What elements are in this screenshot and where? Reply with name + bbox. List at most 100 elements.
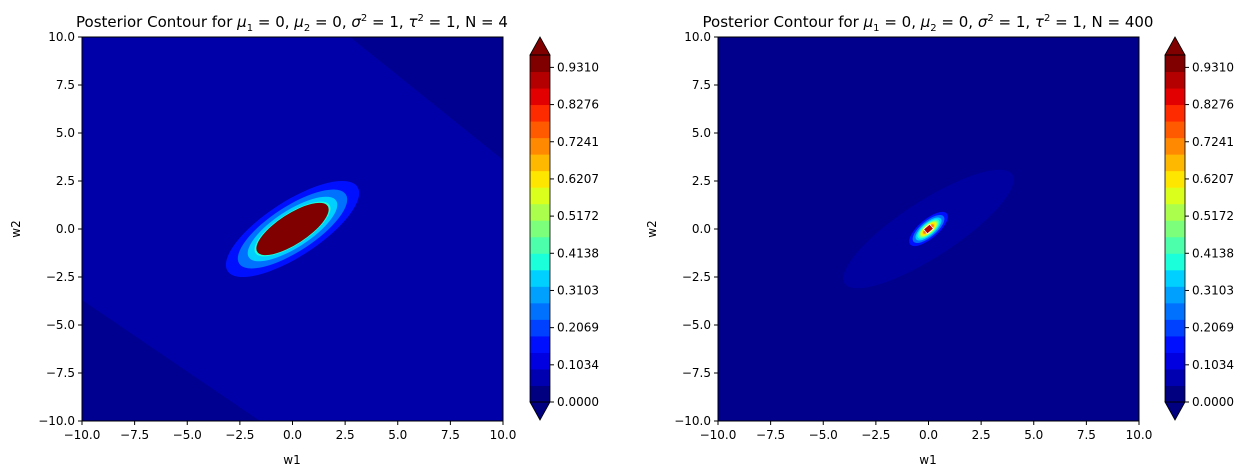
colorbar-band (530, 220, 550, 238)
colorbar-tick-label: 0.9310 (1192, 60, 1234, 74)
colorbar-band (1165, 154, 1185, 172)
colorbar-band (530, 187, 550, 205)
y-tick-label: 0.0 (692, 222, 711, 236)
contour-panel-n4: Posterior Contour for μ1 = 0, μ2 = 0, σ2… (9, 13, 599, 467)
contour-plot-area (718, 37, 1139, 421)
colorbar-tick-label: 0.6207 (557, 172, 599, 186)
colorbar-band (1165, 368, 1185, 386)
colorbar-band (1165, 170, 1185, 188)
y-axis-ticks: −10.0 −7.5 −5.0 −2.5 0.0 2.5 5.0 7.5 10.0 (674, 30, 718, 428)
contour-panel-n400: Posterior Contour for μ1 = 0, μ2 = 0, σ2… (645, 13, 1234, 467)
colorbar-band (530, 170, 550, 188)
x-axis-label: w1 (283, 453, 300, 467)
colorbar-band (530, 352, 550, 370)
colorbar-tick-label: 0.5172 (557, 209, 599, 223)
x-tick-label: −10.0 (64, 428, 101, 442)
colorbar-band (1165, 286, 1185, 304)
y-tick-label: −7.5 (682, 366, 711, 380)
colorbar: 0.0000 0.1034 0.2069 0.3103 0.4138 0.5172 0.62… (1164, 36, 1234, 421)
colorbar-band (530, 71, 550, 89)
x-tick-label: 10.0 (490, 428, 517, 442)
colorbar-band (530, 319, 550, 337)
colorbar-band (1165, 55, 1185, 73)
y-axis-label: w2 (9, 220, 23, 237)
colorbar-tick-label: 0.0000 (557, 395, 599, 409)
contour-peak (256, 202, 329, 256)
colorbar-band (530, 385, 550, 403)
colorbar-band (1165, 236, 1185, 254)
colorbar-extend-top (529, 36, 551, 56)
colorbar-band (1165, 253, 1185, 271)
colorbar-tick-label: 0.3103 (1192, 283, 1234, 297)
y-tick-label: 5.0 (692, 126, 711, 140)
colorbar-band (530, 302, 550, 320)
y-tick-label: 2.5 (692, 174, 711, 188)
colorbar-tick-label: 0.8276 (1192, 98, 1234, 112)
x-tick-label: −5.0 (173, 428, 202, 442)
x-axis-ticks: −10.0 −7.5 −5.0 −2.5 0.0 2.5 5.0 7.5 10.0 (64, 421, 517, 442)
y-tick-label: −5.0 (46, 318, 75, 332)
colorbar-tick-label: 0.4138 (557, 246, 599, 260)
colorbar-band (530, 269, 550, 287)
colorbar-band (1165, 88, 1185, 106)
colorbar-band (530, 335, 550, 353)
colorbar-tick-label: 0.1034 (557, 358, 599, 372)
y-tick-label: 5.0 (56, 126, 75, 140)
colorbar-band (530, 55, 550, 73)
x-tick-label: −7.5 (756, 428, 785, 442)
colorbar-tick-label: 0.4138 (1192, 246, 1234, 260)
contour-region-darker-top-right (350, 37, 503, 160)
colorbar-extend-bottom (529, 401, 551, 421)
colorbar-band (1165, 203, 1185, 221)
colorbar-extend-top (1164, 36, 1186, 56)
x-tick-label: 2.5 (972, 428, 991, 442)
y-tick-label: 7.5 (56, 78, 75, 92)
x-tick-label: 0.0 (283, 428, 302, 442)
colorbar-band (1165, 121, 1185, 139)
colorbar-band (530, 236, 550, 254)
colorbar-band (1165, 335, 1185, 353)
colorbar-tick-label: 0.8276 (557, 98, 599, 112)
colorbar-band (530, 253, 550, 271)
colorbar-band (530, 368, 550, 386)
y-tick-label: −2.5 (682, 270, 711, 284)
x-tick-label: 5.0 (1024, 428, 1043, 442)
colorbar-tick-label: 0.2069 (557, 321, 599, 335)
colorbar-tick-label: 0.5172 (1192, 209, 1234, 223)
colorbar-band (530, 88, 550, 106)
colorbar-extend-bottom (1164, 401, 1186, 421)
colorbar-band (1165, 104, 1185, 122)
colorbar-band (1165, 319, 1185, 337)
colorbar-tick-label: 0.3103 (557, 283, 599, 297)
colorbar-band (1165, 187, 1185, 205)
colorbar-tick-label: 0.0000 (1192, 395, 1234, 409)
chart-title: Posterior Contour for μ1 = 0, μ2 = 0, σ2… (703, 13, 1154, 34)
colorbar-frame (529, 54, 551, 403)
colorbar-tick-label: 0.2069 (1192, 321, 1234, 335)
colorbar-band (530, 286, 550, 304)
colorbar-tick-label: 0.7241 (557, 135, 599, 149)
x-tick-label: 0.0 (919, 428, 938, 442)
x-tick-label: −10.0 (700, 428, 737, 442)
colorbar-band (530, 154, 550, 172)
x-tick-label: −7.5 (120, 428, 149, 442)
colorbar-band (530, 203, 550, 221)
x-tick-label: 5.0 (388, 428, 407, 442)
x-tick-label: 7.5 (1077, 428, 1096, 442)
x-tick-label: 7.5 (441, 428, 460, 442)
x-axis-ticks: −10.0 −7.5 −5.0 −2.5 0.0 2.5 5.0 7.5 10.0 (700, 421, 1152, 442)
colorbar-band (530, 121, 550, 139)
chart-title: Posterior Contour for μ1 = 0, μ2 = 0, σ2… (76, 13, 508, 34)
y-tick-label: −2.5 (46, 270, 75, 284)
colorbar-tick-label: 0.7241 (1192, 135, 1234, 149)
y-tick-label: 2.5 (56, 174, 75, 188)
x-tick-label: −5.0 (809, 428, 838, 442)
y-tick-label: 10.0 (48, 30, 75, 44)
colorbar-band (1165, 352, 1185, 370)
colorbar-tick-label: 0.9310 (557, 60, 599, 74)
contour-region-darker-bottom-left (82, 300, 260, 421)
contour-plot-area (82, 37, 503, 421)
y-tick-label: −10.0 (38, 414, 75, 428)
y-axis-ticks: −10.0 −7.5 −5.0 −2.5 0.0 2.5 5.0 7.5 10.0 (38, 30, 82, 428)
